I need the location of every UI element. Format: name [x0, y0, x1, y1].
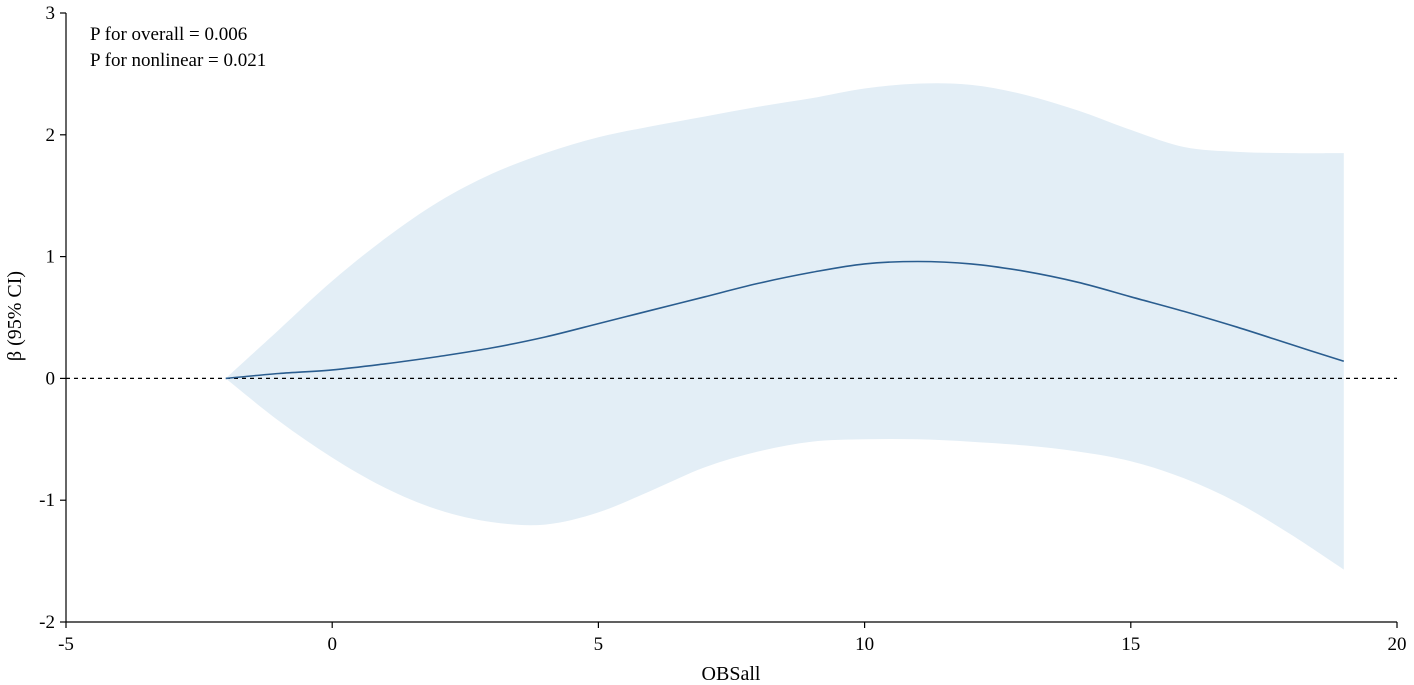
estimate-line — [225, 260, 1345, 380]
estimate-line-layer — [66, 260, 1397, 380]
y-tick-label: 3 — [46, 3, 56, 24]
y-tick-label: 1 — [46, 247, 56, 268]
y-tick-label: -2 — [39, 612, 55, 633]
x-tick-label: 10 — [855, 634, 874, 655]
x-tick-label: 5 — [594, 634, 604, 655]
y-tick-label: 2 — [46, 125, 56, 146]
p-nonlinear-annotation: P for nonlinear = 0.021 — [90, 50, 266, 71]
y-axis-title: β (95% CI) — [4, 271, 26, 361]
x-tick-label: -5 — [58, 634, 74, 655]
p-overall-annotation: P for overall = 0.006 — [90, 24, 247, 45]
x-tick-label: 0 — [327, 634, 337, 655]
y-tick-label: 0 — [46, 368, 56, 389]
x-tick-label: 20 — [1388, 634, 1407, 655]
axes: -5 0 5 10 15 20 -2 -1 0 1 2 3 — [39, 3, 1406, 655]
x-tick-label: 15 — [1121, 634, 1140, 655]
y-tick-label: -1 — [39, 490, 55, 511]
confidence-band — [225, 83, 1344, 570]
confidence-band-layer — [225, 83, 1344, 570]
x-axis-title: OBSall — [702, 663, 761, 685]
